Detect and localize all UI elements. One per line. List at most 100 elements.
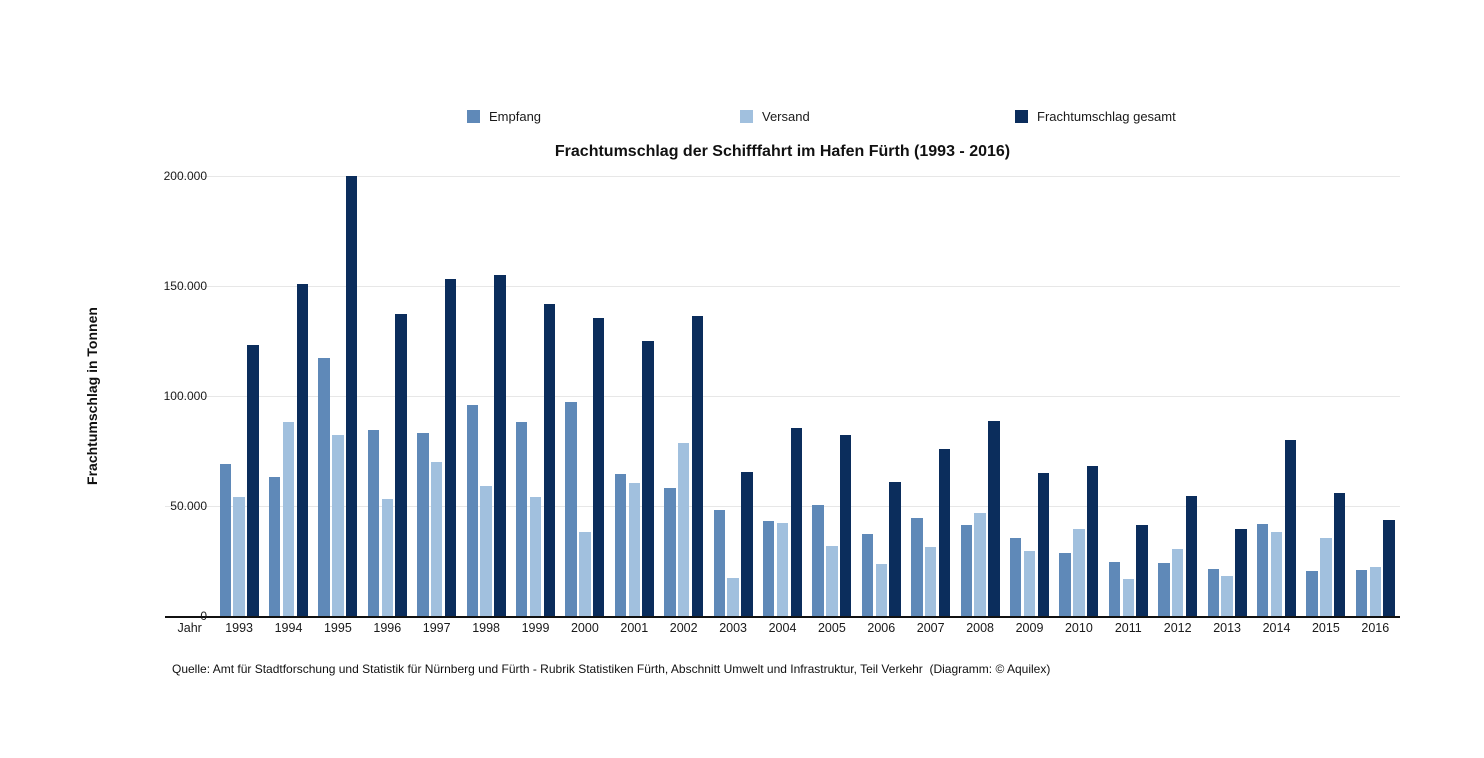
bar-versand-2003 — [727, 577, 739, 616]
x-tick-label: 2010 — [1064, 621, 1093, 635]
legend-swatch-versand-icon — [740, 110, 753, 123]
bar-frachtumschlag-gesamt-1994 — [296, 283, 309, 616]
x-tick-label: 2006 — [867, 621, 896, 635]
bar-frachtumschlag-gesamt-1998 — [494, 275, 506, 616]
bar-versand-2016 — [1369, 566, 1382, 616]
y-tick-label: 0 — [200, 609, 207, 623]
source-note: Quelle: Amt für Stadtforschung und Stati… — [172, 662, 1051, 676]
x-tick-label: 2011 — [1114, 621, 1142, 635]
bar-empfang-2012 — [1158, 563, 1170, 616]
bar-frachtumschlag-gesamt-2003 — [741, 471, 753, 616]
bar-frachtumschlag-gesamt-2002 — [691, 315, 704, 616]
legend-item-gesamt: Frachtumschlag gesamt — [1015, 109, 1176, 124]
legend-item-empfang: Empfang — [467, 109, 541, 124]
bar-frachtumschlag-gesamt-2010 — [1086, 466, 1099, 616]
x-tick-label: 2015 — [1311, 621, 1340, 635]
bar-frachtumschlag-gesamt-2006 — [889, 481, 901, 616]
bar-versand-2006 — [875, 564, 888, 616]
bar-versand-1995 — [332, 434, 344, 616]
x-tick-label: 2000 — [570, 621, 599, 635]
bar-versand-1997 — [430, 462, 443, 616]
y-tick-label: 200.000 — [163, 169, 207, 183]
x-tick-label: 1999 — [521, 621, 550, 635]
y-tick-label: 50.000 — [170, 499, 207, 513]
y-tick-label: 150.000 — [163, 279, 207, 293]
x-tick-label: 2001 — [620, 621, 649, 635]
bar-empfang-1996 — [367, 430, 380, 616]
bar-frachtumschlag-gesamt-2012 — [1185, 496, 1198, 616]
bar-empfang-1993 — [219, 464, 232, 616]
bar-frachtumschlag-gesamt-1999 — [543, 303, 556, 616]
bar-empfang-2001 — [614, 474, 627, 616]
bar-versand-2005 — [826, 545, 838, 616]
x-tick-label: 1995 — [323, 621, 352, 635]
bar-frachtumschlag-gesamt-2004 — [790, 427, 803, 616]
x-tick-label: 2014 — [1262, 621, 1291, 635]
bar-versand-2007 — [924, 546, 937, 616]
bar-frachtumschlag-gesamt-2000 — [592, 317, 605, 616]
bar-versand-1998 — [480, 486, 492, 616]
legend-item-versand: Versand — [740, 109, 810, 124]
bar-frachtumschlag-gesamt-2007 — [938, 448, 951, 616]
bar-empfang-1999 — [515, 422, 528, 616]
bar-empfang-2014 — [1256, 523, 1269, 616]
x-tick-label: 2013 — [1213, 621, 1241, 635]
bar-empfang-2005 — [812, 504, 824, 616]
x-tick-label: 1994 — [274, 621, 303, 635]
bar-frachtumschlag-gesamt-2013 — [1235, 529, 1247, 616]
x-tick-label: 2012 — [1163, 621, 1192, 635]
bar-empfang-2016 — [1355, 569, 1368, 616]
bar-frachtumschlag-gesamt-1996 — [395, 313, 407, 616]
bar-empfang-2006 — [861, 533, 874, 616]
bar-empfang-2002 — [664, 488, 676, 616]
bar-versand-2013 — [1221, 576, 1233, 616]
bar-empfang-1995 — [318, 357, 330, 616]
bar-empfang-2010 — [1059, 553, 1071, 616]
x-tick-label: 2008 — [966, 621, 994, 635]
bar-versand-1999 — [529, 497, 542, 616]
bar-frachtumschlag-gesamt-2015 — [1333, 492, 1346, 616]
x-tick-label: 1998 — [472, 621, 500, 635]
bar-versand-1994 — [282, 422, 295, 616]
x-tick-label: 1997 — [422, 621, 451, 635]
legend-label: Empfang — [489, 109, 542, 124]
gridline — [165, 176, 1400, 177]
bar-versand-2002 — [677, 443, 690, 616]
x-tick-label: 1993 — [225, 621, 253, 635]
bar-versand-2010 — [1073, 529, 1085, 616]
bar-frachtumschlag-gesamt-2001 — [642, 341, 654, 616]
plot-area — [165, 176, 1400, 618]
legend-label: Versand — [762, 109, 810, 124]
gridline — [165, 396, 1400, 397]
bar-empfang-2015 — [1306, 570, 1318, 616]
bar-frachtumschlag-gesamt-2011 — [1136, 524, 1148, 616]
x-tick-label: 2003 — [719, 621, 747, 635]
x-tick-label: 2002 — [669, 621, 698, 635]
bar-empfang-1994 — [268, 477, 281, 616]
bar-empfang-2013 — [1207, 568, 1220, 616]
x-tick-label: 2004 — [768, 621, 797, 635]
bar-empfang-2011 — [1108, 562, 1121, 616]
legend-label: Frachtumschlag gesamt — [1037, 109, 1176, 124]
bar-versand-2004 — [776, 522, 789, 616]
bar-frachtumschlag-gesamt-2005 — [839, 434, 852, 616]
bar-empfang-1998 — [466, 404, 479, 616]
bar-versand-2000 — [579, 532, 591, 616]
y-tick-label: 100.000 — [163, 389, 207, 403]
bar-frachtumschlag-gesamt-1995 — [345, 176, 358, 616]
bar-frachtumschlag-gesamt-1997 — [444, 279, 457, 616]
gridline — [165, 286, 1400, 287]
bar-versand-2001 — [628, 482, 641, 616]
bar-versand-1996 — [381, 499, 394, 616]
bar-empfang-2004 — [762, 521, 775, 616]
bar-empfang-1997 — [417, 433, 429, 616]
bar-empfang-2000 — [565, 401, 577, 616]
bar-versand-1993 — [233, 497, 245, 616]
bar-versand-2011 — [1122, 578, 1135, 616]
bar-versand-2014 — [1270, 532, 1283, 616]
bar-frachtumschlag-gesamt-2014 — [1284, 440, 1297, 616]
x-tick-label: 2009 — [1015, 621, 1044, 635]
x-tick-label: 1996 — [373, 621, 402, 635]
legend-swatch-gesamt-icon — [1015, 110, 1028, 123]
